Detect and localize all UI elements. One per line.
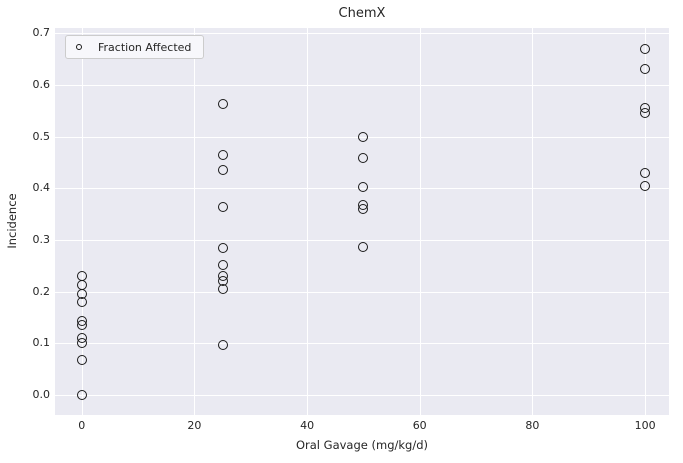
data-point <box>76 297 87 307</box>
x-gridline <box>81 28 83 415</box>
data-point <box>358 153 369 164</box>
x-tick-label: 80 <box>525 419 540 432</box>
y-tick-label: 0.1 <box>32 336 51 350</box>
y-tick-label: 0.3 <box>32 232 51 246</box>
data-point <box>358 241 369 252</box>
y-gridline <box>55 239 669 241</box>
y-gridline <box>55 84 669 86</box>
data-point <box>217 260 228 271</box>
x-tick-label: 40 <box>300 419 315 432</box>
x-gridline <box>645 28 647 415</box>
data-point <box>217 150 228 161</box>
x-gridline <box>307 28 309 415</box>
x-tick-label: 20 <box>187 419 202 432</box>
data-point <box>217 99 228 109</box>
data-point <box>358 182 369 193</box>
y-tick-label: 0.0 <box>32 388 51 401</box>
y-tick-label: 0.7 <box>32 26 51 40</box>
y-tick-label: 0.2 <box>32 284 51 298</box>
plot-area: Fraction Affected <box>55 28 669 415</box>
data-point <box>76 390 87 400</box>
data-point <box>640 168 651 179</box>
data-point <box>217 283 228 294</box>
y-gridline <box>55 343 669 345</box>
y-tick-label: 0.6 <box>32 77 51 91</box>
data-point <box>217 243 228 254</box>
data-point <box>217 339 228 350</box>
data-point <box>640 181 651 192</box>
open-circle-marker-icon <box>76 44 82 50</box>
data-point <box>640 43 651 54</box>
data-point <box>76 320 87 331</box>
y-tick-label: 0.4 <box>32 181 51 195</box>
data-point <box>76 337 87 348</box>
data-point <box>217 165 228 176</box>
data-point <box>358 131 369 142</box>
x-tick-label: 100 <box>634 419 656 432</box>
x-axis-label: Oral Gavage (mg/kg/d) <box>295 438 428 452</box>
y-gridline <box>55 395 669 396</box>
data-point <box>217 201 228 212</box>
y-tick-label: 0.5 <box>32 129 51 143</box>
x-tick-label: 0 <box>78 419 86 432</box>
y-gridline <box>55 291 669 293</box>
chart-title: ChemX <box>338 6 386 21</box>
x-gridline <box>419 28 421 415</box>
y-gridline <box>55 33 669 35</box>
data-point <box>640 64 651 75</box>
data-point <box>76 354 87 365</box>
data-point <box>640 108 651 119</box>
x-gridline <box>194 28 196 415</box>
data-point <box>358 204 369 215</box>
legend: Fraction Affected <box>65 35 205 59</box>
legend-label: Fraction Affected <box>98 40 192 54</box>
x-tick-label: 60 <box>412 419 427 432</box>
x-gridline <box>532 28 534 415</box>
